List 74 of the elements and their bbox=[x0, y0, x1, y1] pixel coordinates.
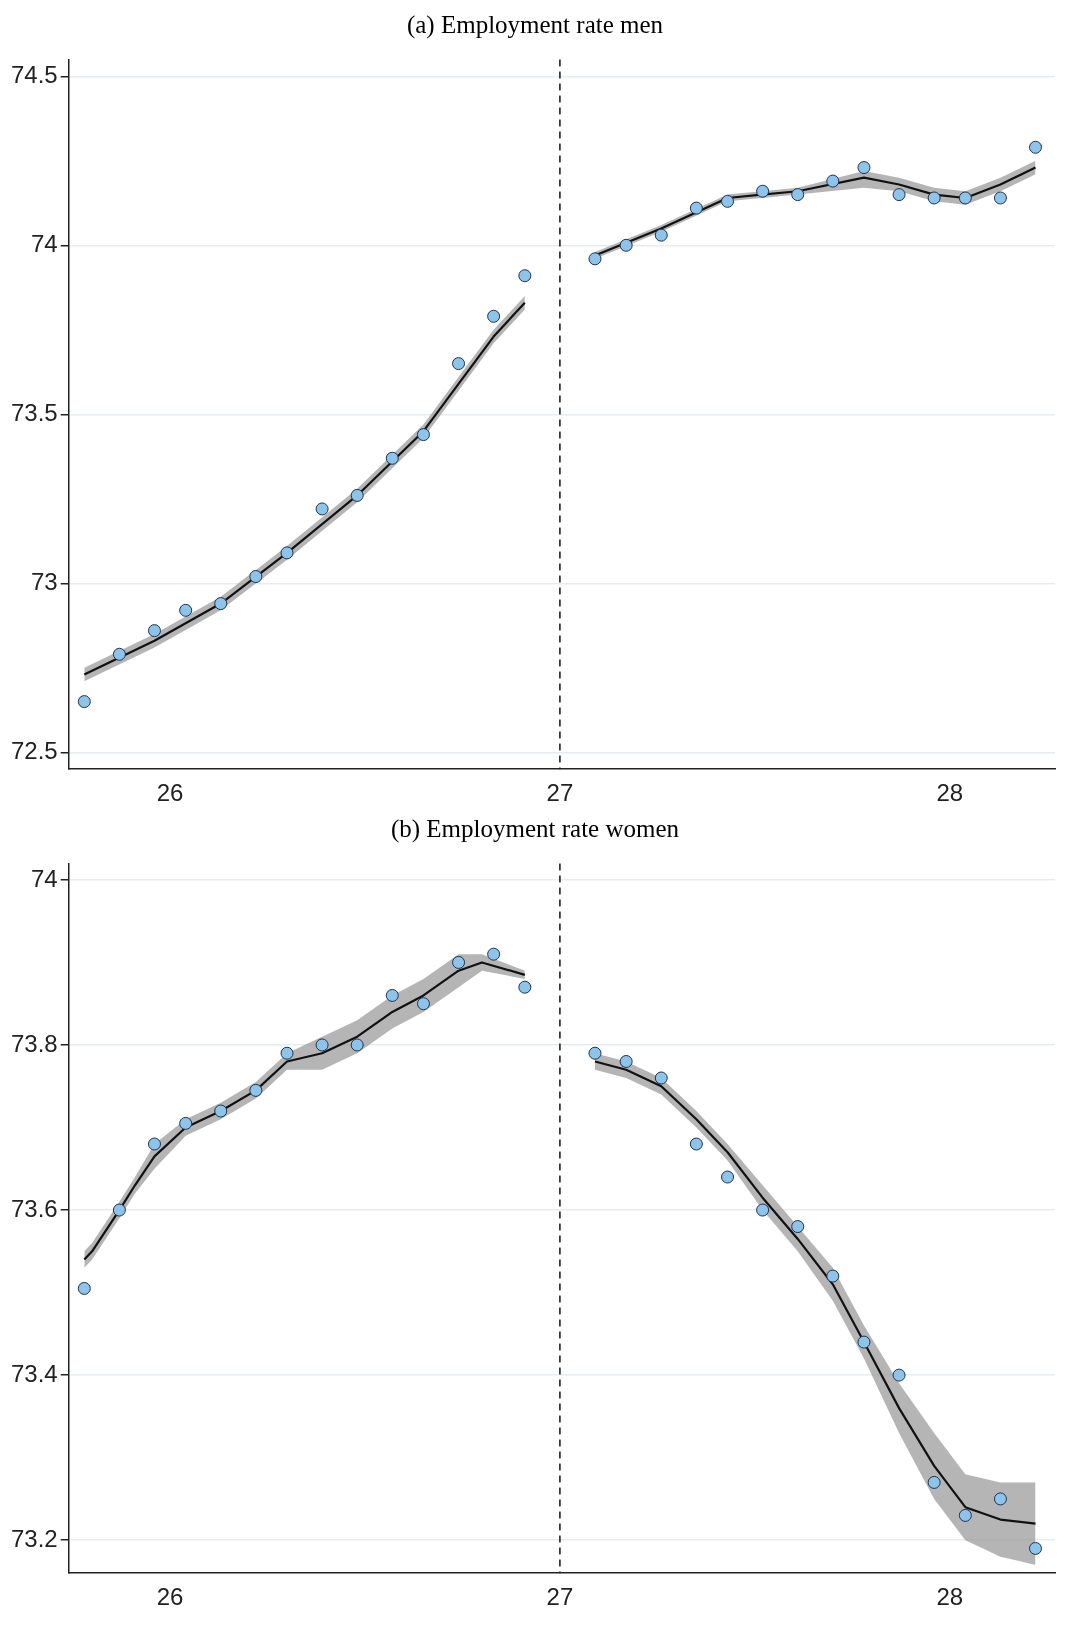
point bbox=[1029, 1541, 1043, 1555]
point bbox=[721, 1170, 735, 1184]
point bbox=[756, 1203, 770, 1217]
point bbox=[147, 624, 161, 638]
y-tick-label: 73.2 bbox=[10, 1524, 58, 1552]
point bbox=[826, 1269, 840, 1283]
point bbox=[721, 194, 735, 208]
point bbox=[77, 695, 91, 709]
y-tick-label: 73.5 bbox=[10, 398, 58, 426]
point bbox=[77, 1281, 91, 1295]
point bbox=[993, 191, 1007, 205]
point bbox=[179, 603, 193, 617]
point bbox=[857, 161, 871, 175]
point bbox=[518, 269, 532, 283]
point bbox=[385, 988, 399, 1002]
y-tick-label: 73.6 bbox=[10, 1194, 58, 1222]
point bbox=[487, 309, 501, 323]
y-tick-label: 74 bbox=[31, 229, 58, 257]
point bbox=[315, 502, 329, 516]
point bbox=[958, 1508, 972, 1522]
point bbox=[791, 1220, 805, 1234]
point bbox=[350, 488, 364, 502]
point bbox=[857, 1335, 871, 1349]
point bbox=[588, 1046, 602, 1060]
point bbox=[619, 238, 633, 252]
point bbox=[315, 1038, 329, 1052]
point bbox=[756, 184, 770, 198]
point bbox=[249, 570, 263, 584]
point bbox=[280, 1046, 294, 1060]
point bbox=[385, 451, 399, 465]
point bbox=[927, 191, 941, 205]
y-tick-label: 73 bbox=[31, 567, 58, 595]
x-tick-label: 27 bbox=[546, 779, 574, 807]
point bbox=[112, 1203, 126, 1217]
point bbox=[416, 997, 430, 1011]
x-tick-label: 26 bbox=[156, 779, 184, 807]
y-tick-label: 74 bbox=[31, 864, 58, 892]
point bbox=[214, 597, 228, 611]
x-tick-label: 26 bbox=[156, 1583, 184, 1611]
y-tick-label: 72.5 bbox=[10, 736, 58, 764]
x-tick-label: 27 bbox=[546, 1583, 574, 1611]
point bbox=[518, 980, 532, 994]
point bbox=[689, 201, 703, 215]
point bbox=[993, 1492, 1007, 1506]
point bbox=[1029, 140, 1043, 154]
x-tick-label: 28 bbox=[936, 779, 964, 807]
chart-title: (b) Employment rate women bbox=[389, 814, 681, 845]
point bbox=[452, 357, 466, 371]
point bbox=[689, 1137, 703, 1151]
point bbox=[147, 1137, 161, 1151]
point bbox=[350, 1038, 364, 1052]
point bbox=[280, 546, 294, 560]
point bbox=[654, 1071, 668, 1085]
point bbox=[791, 188, 805, 202]
point bbox=[487, 947, 501, 961]
point bbox=[654, 228, 668, 242]
x-tick-label: 28 bbox=[936, 1583, 964, 1611]
point bbox=[214, 1104, 228, 1118]
point bbox=[249, 1083, 263, 1097]
point bbox=[588, 252, 602, 266]
point bbox=[179, 1116, 193, 1130]
y-tick-label: 73.8 bbox=[10, 1029, 58, 1057]
chart-title: (a) Employment rate men bbox=[405, 10, 665, 41]
point bbox=[619, 1054, 633, 1068]
point bbox=[892, 188, 906, 202]
point bbox=[452, 955, 466, 969]
point bbox=[892, 1368, 906, 1382]
y-tick-label: 74.5 bbox=[10, 60, 58, 88]
y-tick-label: 73.4 bbox=[10, 1359, 58, 1387]
point bbox=[958, 191, 972, 205]
point bbox=[927, 1475, 941, 1489]
point bbox=[826, 174, 840, 188]
point bbox=[416, 428, 430, 442]
point bbox=[112, 647, 126, 661]
